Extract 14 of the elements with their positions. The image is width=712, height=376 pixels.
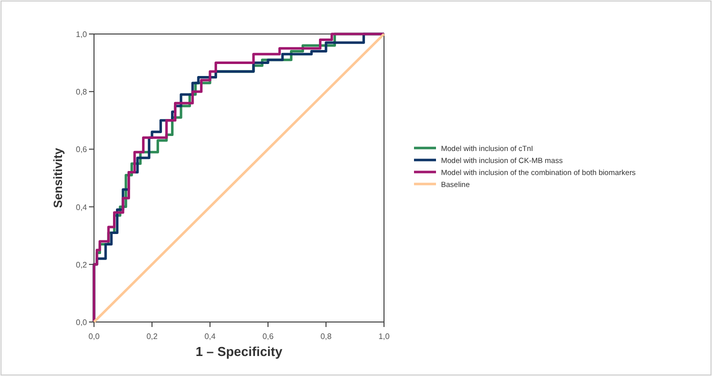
y-axis-title: Sensitivity: [51, 148, 65, 208]
y-tick-label: 0,6: [76, 145, 88, 154]
x-tick-label: 0,0: [88, 332, 100, 341]
x-tick-label: 0,6: [262, 332, 274, 341]
x-axis-title: 1 – Specificity: [196, 344, 284, 359]
y-tick-label: 0,2: [76, 260, 88, 270]
x-tick-label: 0,4: [204, 332, 216, 341]
y-tick-label: 0,4: [76, 202, 88, 212]
x-tick-label: 0,8: [320, 332, 332, 341]
y-tick-label: 1,0: [76, 30, 88, 39]
x-tick-label: 0,2: [146, 332, 158, 341]
x-tick-label: 1,0: [378, 332, 390, 341]
y-tick-label: 0,8: [76, 88, 88, 97]
y-tick-label: 0,0: [76, 318, 88, 327]
